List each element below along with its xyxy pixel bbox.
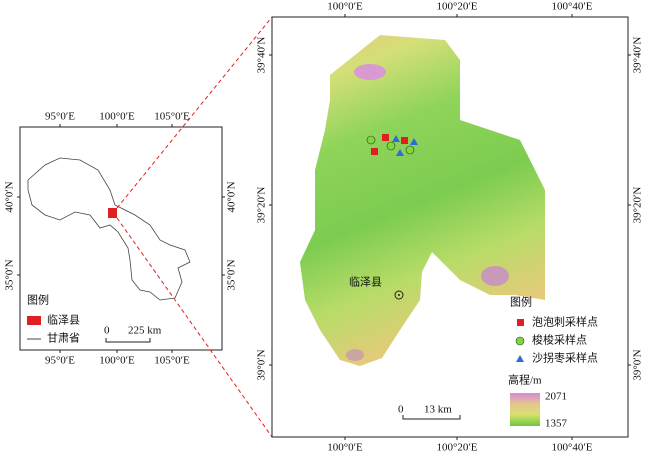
legend-marker [516,355,524,362]
top-tick-label: 105°0′E [154,111,190,123]
legend-item: 沙拐枣采样点 [532,351,598,365]
left-tick-label: 39°20′N [256,187,268,224]
elevation-bar [510,393,540,426]
inset-scale-bar [105,338,151,343]
connector [116,217,273,438]
left-tick-label: 39°0′N [256,349,268,380]
sample-pp [382,134,389,141]
right-tick-label: 40°0′N [226,181,238,212]
bottom-tick-label: 100°20′E [436,442,477,454]
bottom-tick-label: 100°0′E [99,355,135,367]
bottom-tick-label: 100°0′E [327,442,363,454]
high-elevation [481,266,509,286]
top-tick-label: 100°0′E [99,111,135,123]
high-elevation [354,64,386,80]
legend-title: 图例 [510,295,532,309]
bottom-tick-label: 100°40′E [551,442,592,454]
legend-item: 梭梭采样点 [532,333,587,347]
sample-ss [366,135,376,145]
top-tick-label: 95°0′E [45,111,75,123]
elevation-max: 2071 [545,391,567,403]
inset-legend-item: 甘肃省 [47,332,80,345]
right-tick-label: 39°40′N [632,37,644,74]
main-frame [271,16,629,438]
top-tick-label: 100°40′E [551,1,592,13]
left-tick-label: 35°0′N [4,259,16,290]
scale-start: 0 [104,325,110,337]
main-scale-bar [402,415,461,420]
left-tick-label: 40°0′N [4,181,16,212]
elevation-title: 高程/m [508,373,542,387]
linze-area [108,208,117,218]
legend-marker [517,319,524,326]
top-tick-label: 100°20′E [436,1,477,13]
sample-points [366,134,418,156]
inset-frame [19,126,223,351]
bottom-tick-label: 95°0′E [45,355,75,367]
gansu-outline [27,157,191,301]
sample-sgz [410,138,418,145]
right-tick-label: 39°20′N [632,187,644,224]
inset-legend-item: 临泽县 [47,313,80,327]
inset-legend-title: 图例 [27,293,49,307]
sample-sgz [392,135,400,142]
high-elevation [346,349,364,361]
sample-sgz [396,149,404,156]
sample-pp [401,137,408,144]
elevation-min: 1357 [545,418,568,430]
right-tick-label: 39°0′N [632,349,644,380]
scale-end: 225 km [128,325,162,337]
legend-linze-swatch [27,316,41,325]
place-symbol [394,290,404,300]
legend-marker [515,336,525,346]
study-area-dem [300,35,545,366]
sample-ss [405,145,415,155]
left-tick-label: 39°40′N [256,37,268,74]
bottom-tick-label: 105°0′E [154,355,190,367]
sample-pp [371,148,378,155]
right-tick-label: 35°0′N [226,259,238,290]
legend-item: 泡泡刺采样点 [532,315,598,329]
place-label: 临泽县 [349,275,382,289]
scale-start: 0 [398,404,404,416]
sample-ss [386,141,396,151]
scale-end: 13 km [424,404,452,416]
place-symbol-dot [398,294,400,296]
top-tick-label: 100°0′E [327,1,363,13]
connector [116,16,273,209]
